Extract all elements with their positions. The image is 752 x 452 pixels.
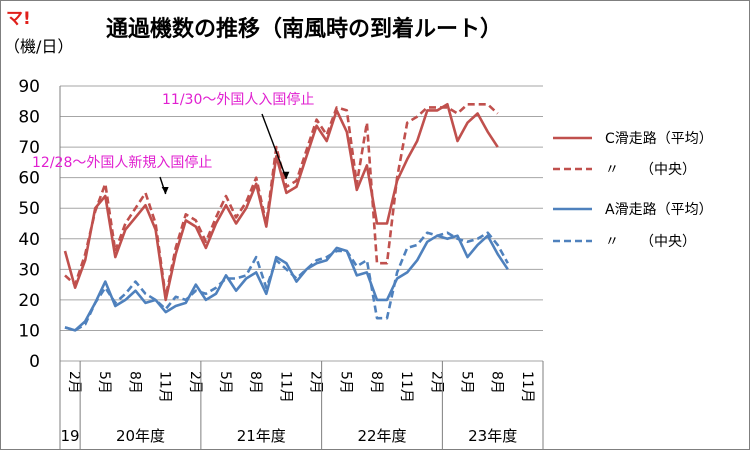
y-tick-label: 80 (18, 108, 40, 128)
fiscal-year-label: 20年度 (116, 427, 165, 445)
logo-mark: マ! (6, 9, 31, 29)
x-tick-label: 2月 (428, 371, 444, 394)
legend-entry: C滑走路（平均） (605, 130, 713, 147)
annotation-label: 11/30〜外国人入国停止 (162, 91, 314, 108)
legend-entry: 〃 （中央） (605, 234, 696, 250)
series-line-3 (64, 234, 509, 332)
y-tick-label: 60 (18, 169, 40, 189)
x-tick-label: 5月 (96, 371, 112, 394)
x-tick-label: 11月 (398, 371, 414, 403)
y-tick-label: 10 (18, 321, 40, 341)
annotation-arrow (261, 113, 288, 179)
x-tick-label: 5月 (458, 371, 474, 394)
x-tick-label: 2月 (187, 371, 203, 394)
annotation-arrowhead (161, 187, 169, 194)
x-tick-label: 11月 (157, 371, 173, 403)
annotation-label: 12/28〜外国人新規入国停止 (32, 154, 212, 171)
fiscal-year-label: 19 (61, 427, 80, 445)
fiscal-year-label: 23年度 (468, 427, 517, 445)
y-tick-label: 40 (18, 230, 40, 250)
x-tick-label: 8月 (368, 371, 384, 394)
y-tick-label: 70 (18, 138, 40, 158)
fiscal-year-label: 22年度 (357, 427, 406, 445)
y-tick-label: 0 (29, 352, 40, 372)
y-axis-ticks: 0 10 20 30 40 50 60 70 80 90 (18, 77, 40, 372)
x-axis: 2月 5月 8月 11月 2月 5月 8月 11月 2月 5月 8月 11月 2月 5月 8月 11月 19 20… (59, 361, 544, 450)
legend-entry: 〃 （中央） (605, 162, 696, 178)
series-line-1 (63, 103, 499, 302)
x-tick-label: 11月 (519, 371, 535, 403)
y-tick-label: 90 (18, 77, 40, 97)
y-axis-unit: （機/日） (4, 37, 73, 56)
x-tick-label: 5月 (217, 371, 233, 394)
x-tick-label: 5月 (338, 371, 354, 394)
y-tick-label: 20 (18, 291, 40, 311)
legend: C滑走路（平均） 〃 （中央） A滑走路（平均） 〃 （中央） (553, 130, 713, 250)
chart-title: 通過機数の推移（南風時の到着ルート） (106, 16, 502, 42)
series-line-2 (64, 103, 499, 299)
legend-entry: A滑走路（平均） (605, 201, 713, 218)
y-tick-label: 50 (18, 199, 40, 219)
x-tick-label: 11月 (277, 371, 293, 403)
x-tick-label: 8月 (126, 371, 142, 394)
series-lines (63, 103, 509, 332)
x-tick-label: 8月 (489, 371, 505, 394)
y-tick-label: 30 (18, 260, 40, 280)
annotations: 11/30〜外国人入国停止 12/28〜外国人新規入国停止 (32, 91, 314, 195)
x-tick-label: 2月 (66, 371, 82, 394)
x-tick-label: 2月 (308, 371, 324, 394)
x-tick-label: 8月 (247, 371, 263, 394)
fiscal-year-label: 21年度 (237, 427, 286, 445)
annotation-arrowhead (282, 171, 290, 179)
gridlines (59, 85, 543, 362)
series-line-4 (64, 231, 509, 332)
